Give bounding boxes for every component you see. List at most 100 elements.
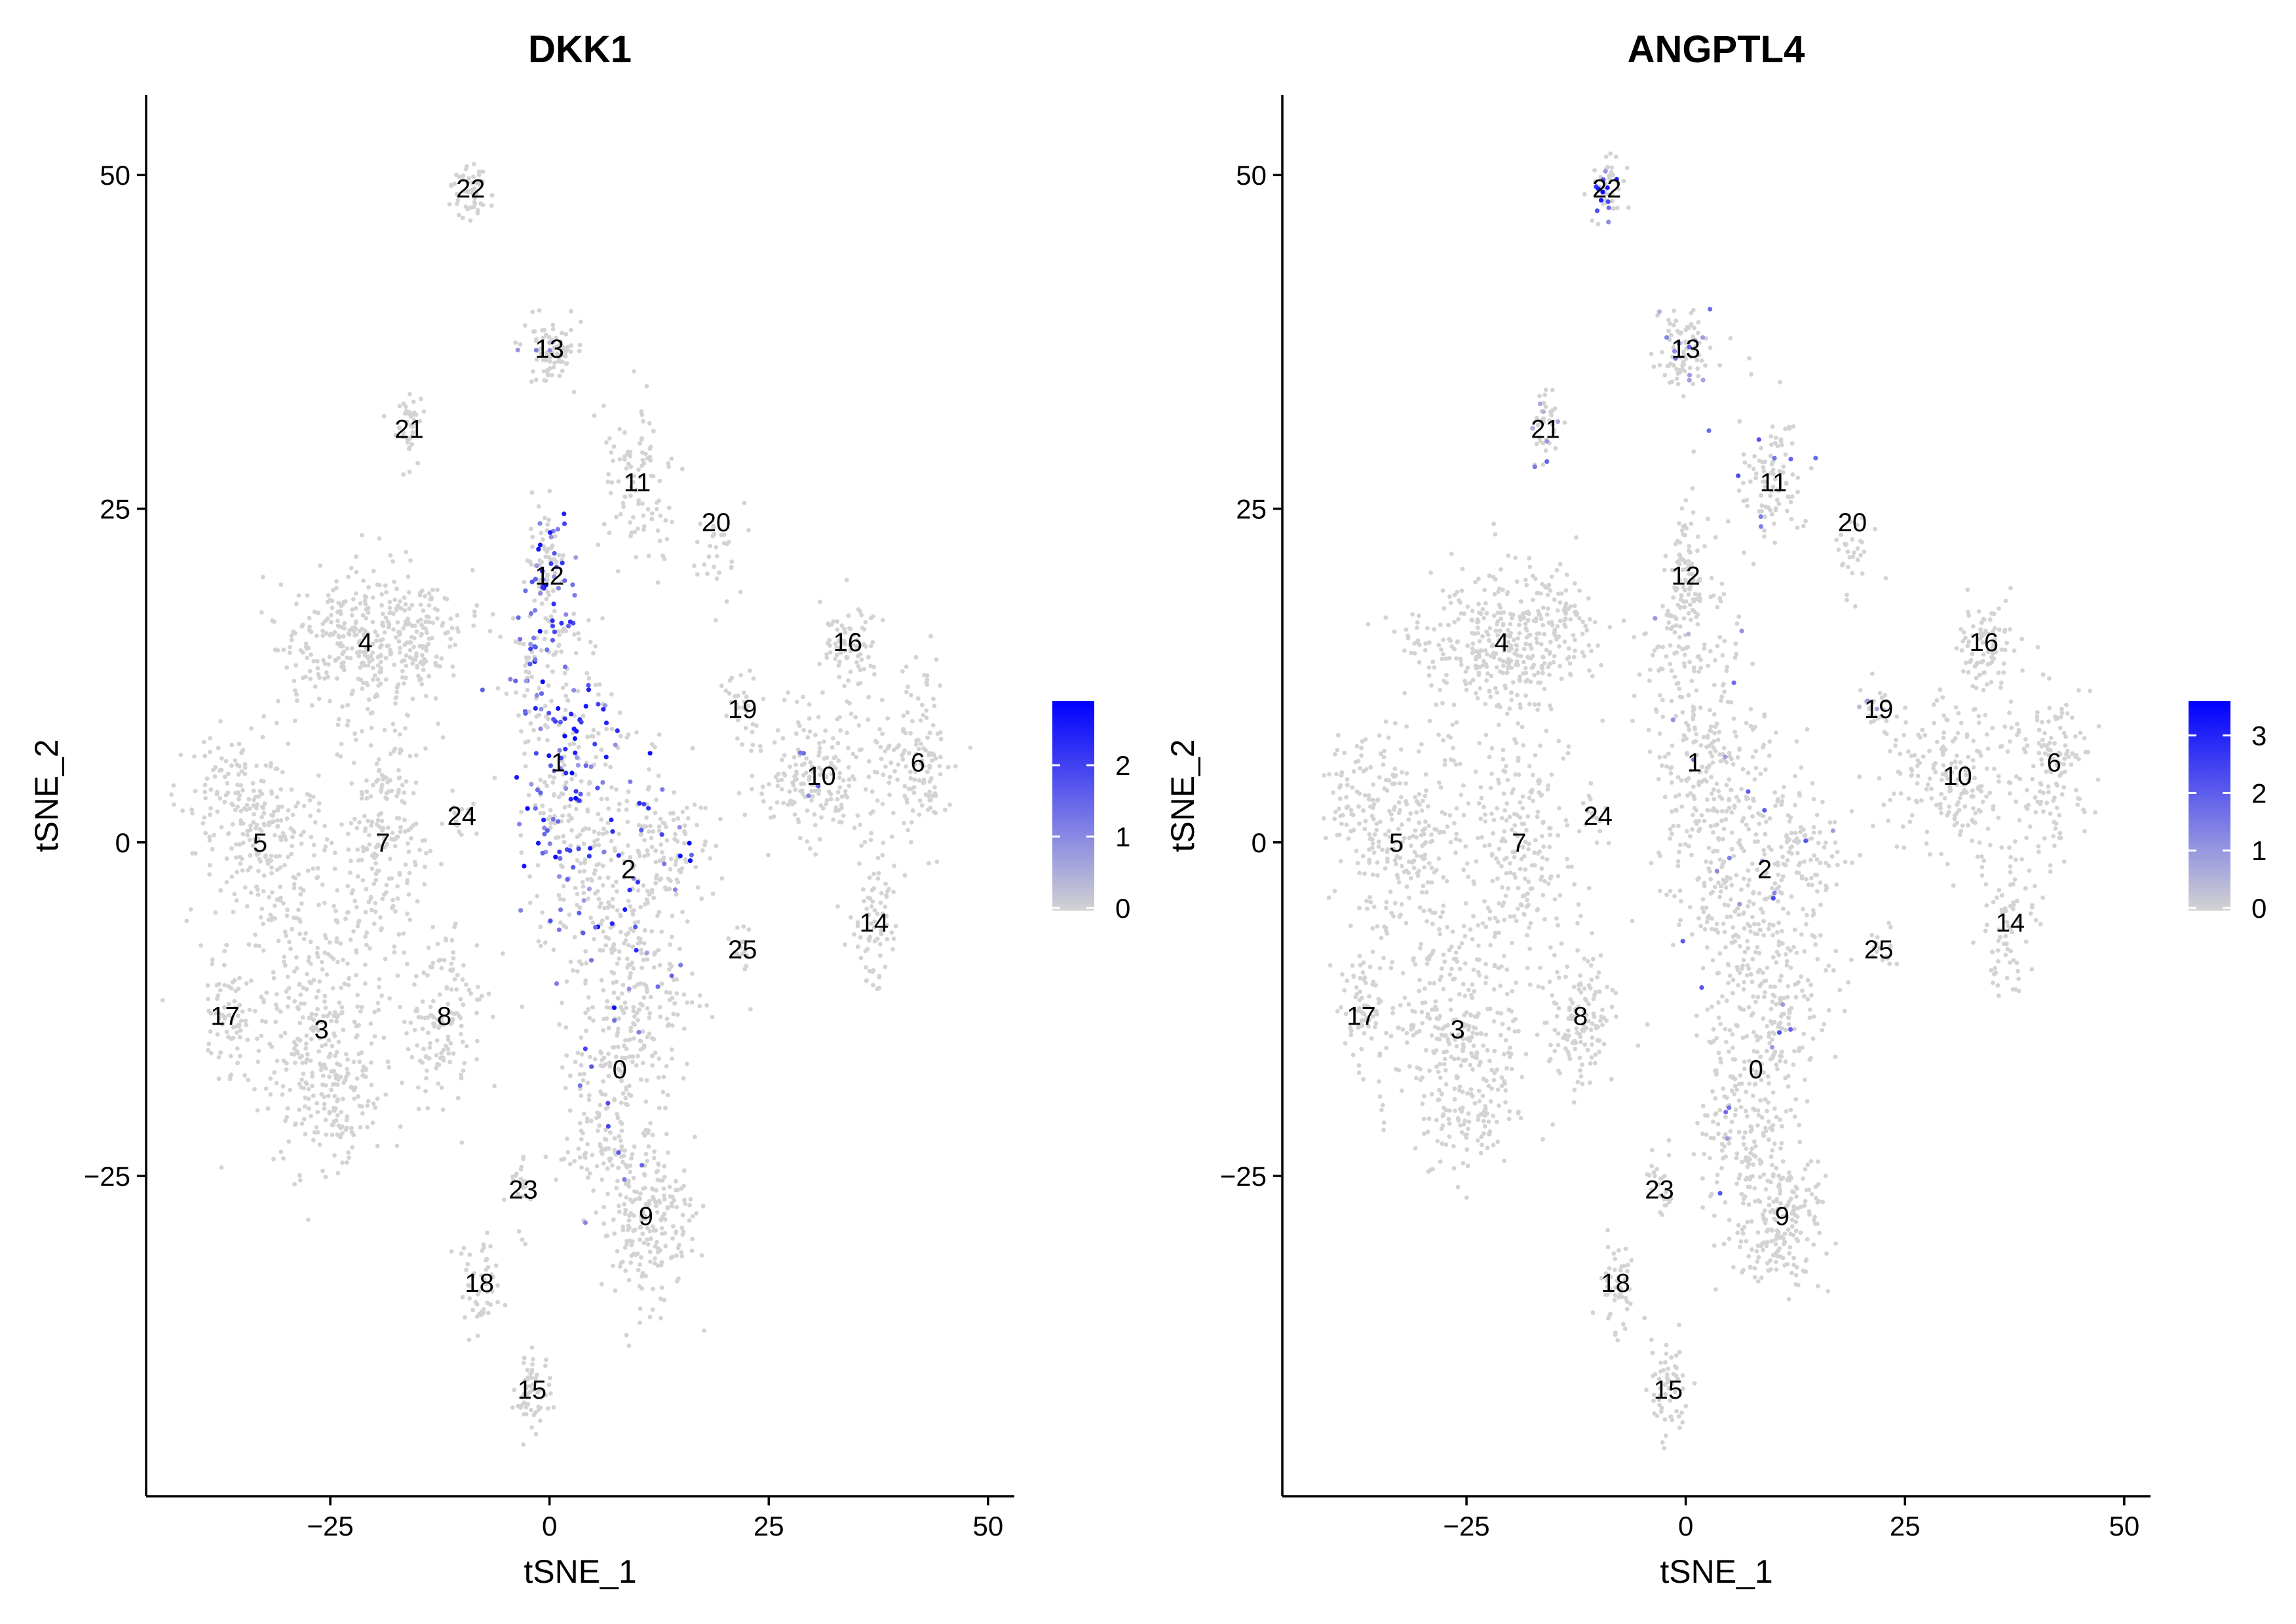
cell-point [256,869,261,873]
cell-point [706,554,712,559]
cell-point [859,613,864,618]
cell-point-expressed [522,863,527,869]
cell-point [1668,836,1672,841]
cell-point [405,911,410,916]
cell-point [1495,1010,1501,1015]
cell-point [572,935,577,939]
cell-point [529,1375,534,1380]
cell-point [1805,913,1809,918]
cell-point [287,939,292,945]
cell-point [564,331,568,337]
cell-point [215,996,220,1001]
cell-point [855,654,860,658]
cell-point [286,995,292,1000]
cell-point [1669,765,1674,770]
cluster-label-1: 1 [551,749,565,778]
cell-point [386,625,391,630]
cell-point [679,466,685,472]
cell-point [695,572,700,577]
cell-point-expressed [568,797,573,802]
cell-point [434,1038,440,1043]
cell-point [816,787,822,793]
cell-point [729,700,734,704]
cell-point [641,1240,646,1245]
cell-point [655,1249,660,1255]
cell-point [1750,661,1755,666]
cell-point [233,855,239,860]
cell-point [435,616,440,621]
cell-point [1681,733,1687,738]
cell-point-expressed [572,593,577,598]
cell-point [1708,823,1713,829]
cell-point-expressed [576,846,581,852]
cell-point [539,601,545,606]
y-axis-title: tSNE_2 [28,739,65,852]
cell-point [486,1310,491,1315]
cell-point [1670,809,1674,814]
cell-point-expressed [556,927,562,932]
cell-point [1732,729,1737,734]
cell-point [370,820,375,825]
cell-point [1786,984,1791,989]
cell-point [651,428,656,434]
cell-point [529,675,534,679]
cell-point [1474,1031,1480,1036]
cell-point [1455,959,1459,964]
cell-point [585,1142,590,1146]
cell-point [301,1086,306,1091]
cell-point [1801,1031,1807,1036]
cell-point [1716,1000,1721,1005]
cell-point [1523,1051,1529,1057]
cell-point [902,784,908,789]
cell-point [449,987,454,992]
cell-point [1465,1163,1470,1169]
cell-point [642,1214,647,1219]
cell-point [300,1061,305,1065]
cell-point [866,654,871,660]
cell-point-expressed [554,981,560,987]
cell-point [608,925,613,930]
cell-point [927,763,932,768]
cell-point [395,884,400,889]
cell-point [1732,805,1737,810]
colorbar-tick-label: 1 [1115,821,1130,852]
cell-point [1491,1019,1497,1024]
cell-point [564,1025,569,1030]
cell-point [1380,1103,1385,1108]
cell-point-expressed [578,791,583,797]
cell-point [441,1048,446,1053]
cell-point [626,1223,631,1228]
cell-point [1420,1021,1425,1026]
cell-point [779,787,784,792]
cell-point [272,1070,277,1075]
cell-point [339,742,344,747]
cell-point [835,646,841,651]
cell-point [570,730,575,736]
cell-point [638,1306,643,1312]
cell-point [1774,730,1778,735]
cell-point [510,616,516,621]
cell-point [657,962,662,968]
cell-point [641,883,646,888]
cell-point [1718,759,1723,764]
cell-point [401,626,406,631]
cell-point [379,592,384,597]
cell-point [695,823,699,827]
cell-point [1679,899,1683,904]
cell-point [928,798,933,803]
cell-point [351,761,356,765]
cell-point [378,638,383,643]
cell-point [316,989,321,994]
cell-point [1491,1078,1497,1083]
cell-point [1788,815,1793,820]
cell-point [239,818,243,823]
cell-point [622,1148,627,1153]
cell-point [930,793,935,799]
cell-point [383,656,389,660]
cell-point [216,1016,221,1021]
cell-point [1776,863,1780,868]
cell-point [818,772,822,778]
cell-point [641,1209,645,1215]
cell-point [323,1006,328,1010]
cell-point [675,839,680,844]
